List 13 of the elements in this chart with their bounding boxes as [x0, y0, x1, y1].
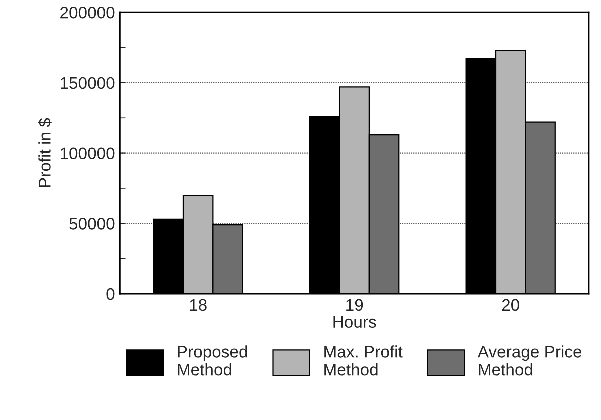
x-axis-title: Hours	[334, 316, 376, 328]
x-tick-label: 18	[190, 299, 207, 312]
legend-label: Average Price Method	[478, 346, 582, 376]
y-tick-label: 50000	[70, 218, 115, 230]
x-tick-label: 19	[346, 299, 364, 312]
y-tick-label: 100000	[61, 148, 115, 160]
legend-label: Proposed Method	[178, 346, 248, 376]
x-tick-label: 20	[502, 299, 520, 312]
legend-label: Max. Profit Method	[324, 346, 403, 376]
y-axis-title: Profit in $	[38, 118, 52, 188]
y-tick-label: 200000	[60, 7, 115, 19]
y-tick-label: 150000	[61, 77, 115, 90]
y-tick-label: 0	[106, 288, 115, 300]
